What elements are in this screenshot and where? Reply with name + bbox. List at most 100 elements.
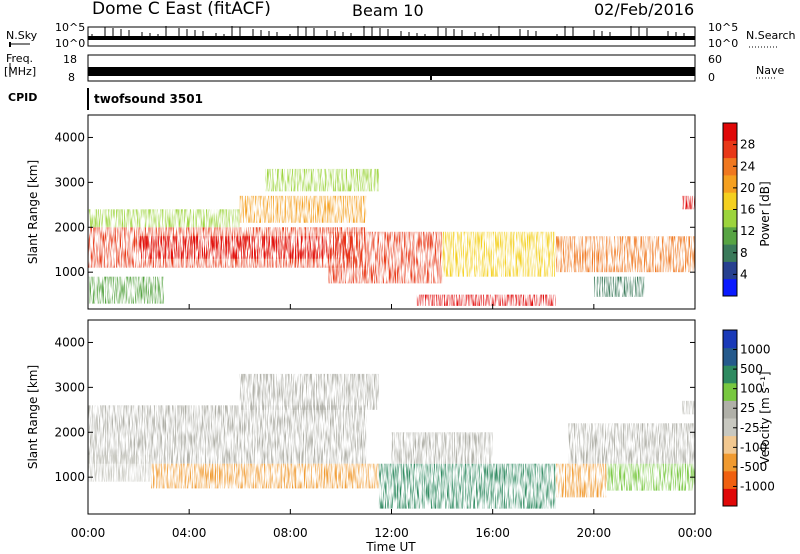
x-tick-label: 12:00 <box>374 526 409 540</box>
colorbar-tick-label: 25 <box>740 401 755 415</box>
velocity-echo-region <box>239 373 379 410</box>
velocity-echo-region <box>378 463 556 509</box>
colorbar-tick-label: 12 <box>740 224 755 238</box>
colorbar-swatch <box>723 418 737 437</box>
freq-tick-high: 18 <box>63 53 77 66</box>
nsky-label: N.Sky <box>6 29 38 42</box>
colorbar-swatch <box>723 330 737 349</box>
colorbar-tick-label: 100 <box>740 382 763 396</box>
y-tick-label: 1000 <box>54 265 85 279</box>
velocity-colorbar-label: Velocity [m s⁻¹] <box>758 371 772 464</box>
power-colorbar: 4 8 12 16 20 24 28 <box>722 122 755 297</box>
velocity-echo-region <box>391 432 493 464</box>
colorbar-swatch <box>723 347 737 366</box>
colorbar-tick-label: 8 <box>740 246 748 260</box>
velocity-ylabel: Slant Range [km] <box>26 365 40 469</box>
colorbar-tick-label: 1000 <box>740 343 771 357</box>
date-title: 02/Feb/2016 <box>594 0 695 19</box>
velocity-echo-region <box>568 423 695 464</box>
freq-tick-low: 8 <box>68 71 75 84</box>
y-tick-label: 2000 <box>54 425 85 439</box>
colorbar-tick-label: 4 <box>740 267 748 281</box>
nsearch-label: N.Search <box>746 29 796 42</box>
colorbar-swatch <box>723 400 737 419</box>
colorbar-swatch <box>723 435 737 454</box>
colorbar-swatch <box>723 453 737 472</box>
y-tick-label: 1000 <box>54 470 85 484</box>
power-echo-region <box>88 209 240 228</box>
beam-title: Beam 10 <box>352 1 424 20</box>
y-tick-label: 3000 <box>54 175 85 189</box>
y-tick-label: 4000 <box>54 335 85 349</box>
nsky-strip <box>9 26 778 48</box>
velocity-echo-region <box>555 463 607 498</box>
x-tick-label: 16:00 <box>475 526 510 540</box>
colorbar-swatch <box>723 209 737 228</box>
power-echo-region <box>239 195 367 223</box>
colorbar-swatch <box>723 244 737 262</box>
y-tick-label: 3000 <box>54 380 85 394</box>
velocity-echo-region <box>88 405 367 464</box>
power-ylabel: Slant Range [km] <box>26 160 40 264</box>
colorbar-frame <box>722 329 738 507</box>
x-tick-label: 08:00 <box>273 526 308 540</box>
y-tick-label: 4000 <box>54 130 85 144</box>
power-echo-region <box>265 168 379 192</box>
nave-label: Nave <box>756 64 785 77</box>
power-echo-region <box>442 231 556 277</box>
power-echo-region <box>682 195 695 210</box>
colorbar-tick-label: -25 <box>740 421 760 435</box>
xaxis-label: Time UT <box>365 540 416 554</box>
colorbar-swatch <box>723 123 737 141</box>
velocity-echo-region <box>88 454 152 482</box>
x-tick-label: 00:00 <box>71 526 106 540</box>
colorbar-swatch <box>723 365 737 384</box>
y-tick-label: 2000 <box>54 220 85 234</box>
colorbar-swatch <box>723 488 737 507</box>
velocity-echo-region <box>606 463 695 491</box>
freq-unit: [MHz] <box>4 65 37 78</box>
colorbar-swatch <box>723 470 737 489</box>
station-title: Dome C East (fitACF) <box>92 0 271 19</box>
colorbar-tick-label: -1000 <box>740 479 775 493</box>
colorbar-swatch <box>723 174 737 193</box>
colorbar-tick-label: 20 <box>740 181 755 195</box>
colorbar-tick-label: 500 <box>740 362 763 376</box>
cpid-value: twofsound 3501 <box>94 92 203 106</box>
colorbar-tick-label: 24 <box>740 159 755 173</box>
colorbar-swatch <box>723 382 737 401</box>
colorbar-swatch <box>723 157 737 176</box>
x-tick-label: 04:00 <box>172 526 207 540</box>
velocity-echo-region <box>151 463 379 489</box>
velocity-panel: 1000 2000 3000 4000 Slant Range [km] <box>26 319 696 515</box>
velocity-echo-region <box>682 400 695 415</box>
colorbar-tick-label: -100 <box>740 440 767 454</box>
power-echo-region <box>88 276 164 304</box>
cpid-label: CPID <box>8 91 38 104</box>
colorbar-swatch <box>723 261 737 280</box>
power-panel: 1000 2000 3000 4000 Slant Range [km] <box>26 114 696 310</box>
nave-tick-high: 60 <box>708 53 722 66</box>
x-tick-label: 00:00 <box>678 526 713 540</box>
colorbar-tick-label: -500 <box>740 460 767 474</box>
colorbar-swatch <box>723 192 737 210</box>
velocity-colorbar: -1000 -500 -100 -25 25 100 500 1000 <box>722 329 775 507</box>
power-echo-region <box>416 294 556 306</box>
nsky-tick-low: 10^0 <box>55 37 86 50</box>
nave-tick-low: 0 <box>708 71 715 84</box>
colorbar-swatch <box>723 226 737 245</box>
freq-strip <box>9 54 776 82</box>
power-colorbar-label: Power [dB] <box>758 181 772 246</box>
freq-label: Freq. <box>6 52 34 65</box>
nsearch-tick-high: 10^5 <box>708 21 739 34</box>
x-tick-label: 20:00 <box>577 526 612 540</box>
colorbar-tick-label: 16 <box>740 203 755 217</box>
power-echo-region <box>328 231 443 284</box>
colorbar-tick-label: 28 <box>740 138 755 152</box>
colorbar-swatch <box>723 140 737 159</box>
colorbar-swatch <box>723 278 737 297</box>
power-echo-region <box>555 236 695 273</box>
nsearch-tick-low: 10^0 <box>708 37 739 50</box>
time-axis: 00:00 04:00 08:00 12:00 16:00 20:00 00:00 <box>71 304 713 540</box>
